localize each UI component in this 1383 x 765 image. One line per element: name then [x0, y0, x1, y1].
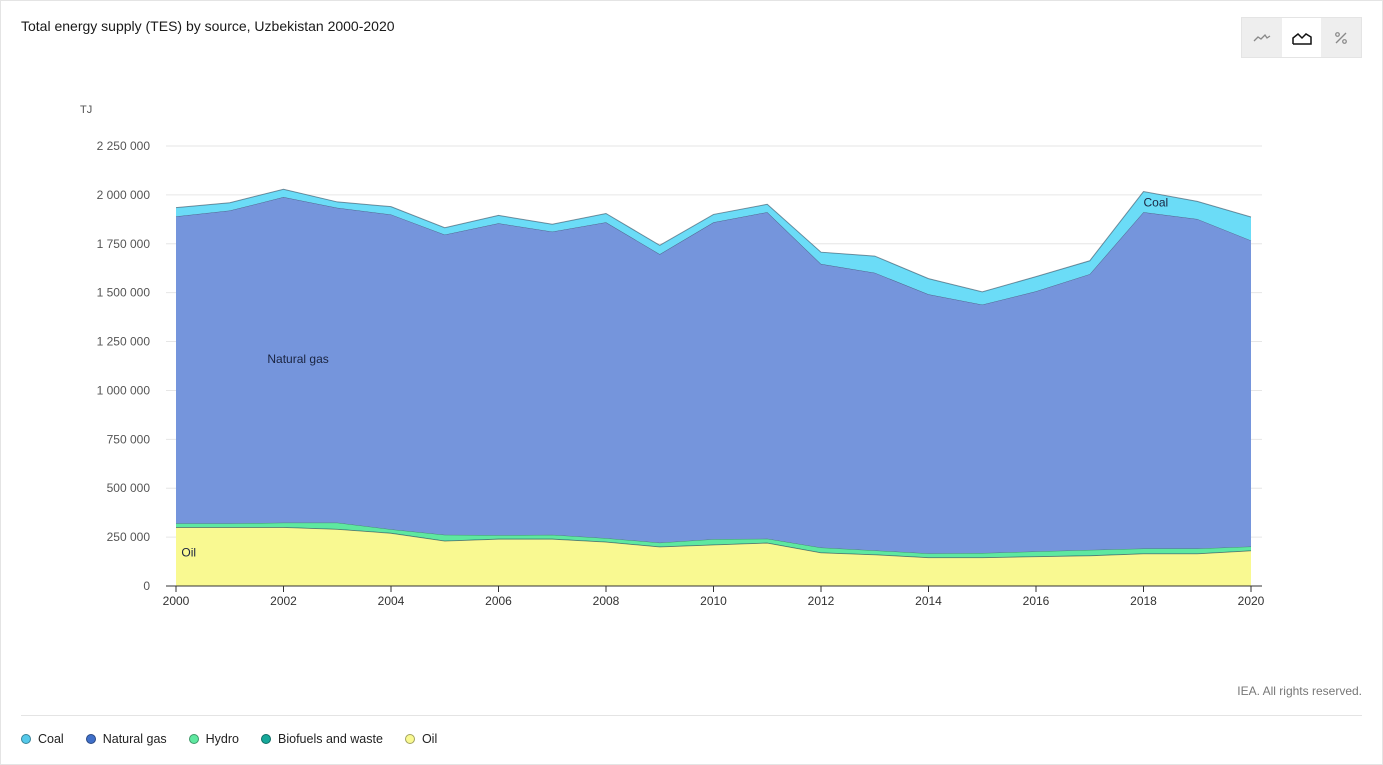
series-line-hydro — [176, 522, 1252, 554]
y-tick-label: 250 000 — [107, 530, 151, 544]
y-tick-label: 500 000 — [107, 481, 151, 495]
area-chart-button[interactable] — [1281, 18, 1322, 57]
x-tick-label: 2004 — [378, 594, 405, 608]
line-chart-button[interactable] — [1242, 18, 1282, 57]
area-coal[interactable] — [176, 189, 1251, 305]
x-tick-label: 2020 — [1238, 594, 1265, 608]
y-tick-label: 750 000 — [107, 432, 151, 446]
area-natural-gas[interactable] — [176, 197, 1251, 554]
y-tick-label: 2 250 000 — [97, 139, 151, 153]
copyright-credit: IEA. All rights reserved. — [1237, 684, 1362, 698]
legend-divider — [21, 715, 1362, 716]
legend-swatch-icon — [21, 734, 31, 744]
x-tick-label: 2008 — [593, 594, 620, 608]
area-chart-icon — [1291, 32, 1312, 45]
legend-label: Oil — [421, 732, 438, 746]
area-hydro[interactable] — [176, 522, 1251, 558]
x-tick-label: 2018 — [1130, 594, 1157, 608]
chart-type-toolbar — [1241, 17, 1362, 58]
legend-label: Coal — [38, 732, 64, 746]
area-label: Natural gas — [267, 352, 328, 366]
series-line-coal — [175, 188, 1252, 293]
x-tick-label: 2002 — [270, 594, 297, 608]
y-tick-label: 1 250 000 — [97, 335, 151, 349]
x-tick-label: 2012 — [808, 594, 835, 608]
legend-item-biofuels-and-waste[interactable]: Biofuels and waste — [261, 732, 383, 746]
legend-swatch-icon — [85, 734, 96, 744]
line-chart-icon — [1253, 33, 1271, 41]
legend-item-coal[interactable]: Coal — [21, 732, 64, 746]
y-tick-label: 0 — [143, 579, 150, 593]
legend-label: Biofuels and waste — [278, 732, 383, 746]
series-line-natural-gas — [175, 196, 1252, 306]
legend-swatch-icon — [188, 734, 199, 744]
percent-button[interactable] — [1321, 18, 1362, 57]
area-label: Oil — [181, 546, 196, 560]
legend-label: Hydro — [205, 732, 239, 746]
stacked-area-chart: 0 250 000 500 000 750 000 1 000 000 1 250 000… — [97, 139, 1265, 608]
y-tick-label: 2 000 000 — [97, 188, 151, 202]
area-label: Coal — [1144, 196, 1169, 210]
area-oil[interactable] — [176, 527, 1251, 586]
x-tick-label: 2006 — [485, 594, 512, 608]
legend-swatch-icon — [261, 734, 271, 744]
chart-title: Total energy supply (TES) by source, Uzb… — [21, 18, 395, 34]
legend-item-hydro[interactable]: Hydro — [188, 732, 239, 746]
x-tick-label: 2000 — [163, 594, 190, 608]
x-tick-label: 2016 — [1023, 594, 1050, 608]
legend-label: Natural gas — [102, 732, 167, 746]
chart-legend: Coal Natural gas Hydro Biofuels and waste Oi… — [21, 732, 437, 746]
legend-item-natural-gas[interactable]: Natural gas — [85, 732, 167, 746]
y-tick-label: 1 500 000 — [97, 286, 151, 300]
x-tick-label: 2010 — [700, 594, 727, 608]
legend-item-oil[interactable]: Oil — [404, 732, 438, 746]
legend-swatch-icon — [404, 734, 415, 744]
y-axis-unit: TJ — [80, 104, 93, 116]
x-tick-label: 2014 — [915, 594, 942, 608]
y-tick-label: 1 750 000 — [97, 237, 151, 251]
percent-icon — [1335, 31, 1348, 44]
y-tick-label: 1 000 000 — [97, 383, 151, 397]
